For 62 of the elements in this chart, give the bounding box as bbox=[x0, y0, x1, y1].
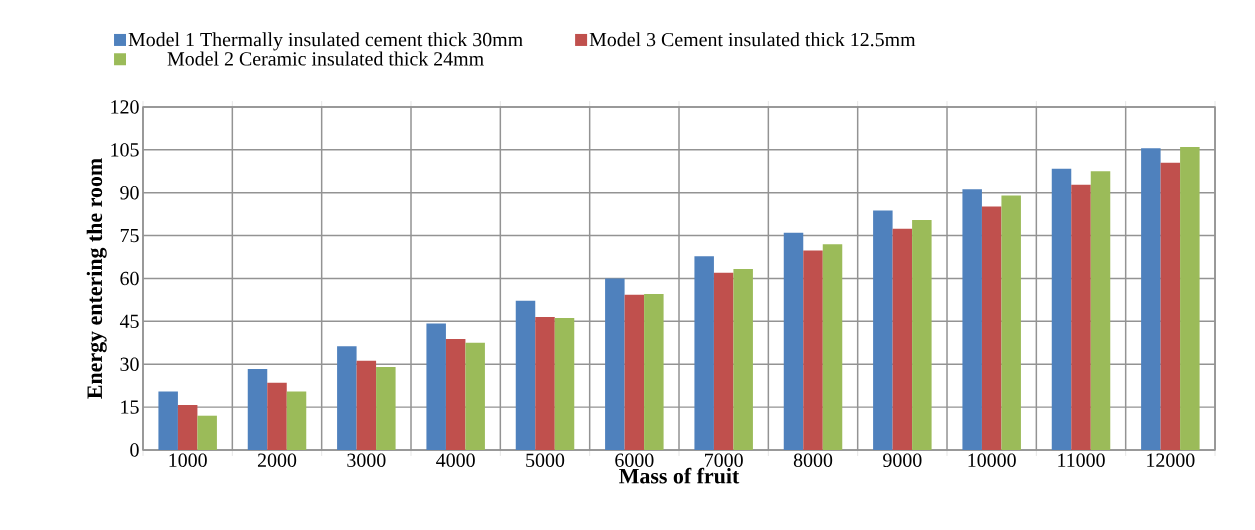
bar bbox=[445, 339, 466, 450]
bar bbox=[822, 244, 843, 450]
y-tick-label: 0 bbox=[130, 443, 139, 457]
bar bbox=[892, 228, 913, 450]
bar bbox=[267, 382, 287, 450]
bar bbox=[247, 369, 268, 450]
x-tick-label: 1000 bbox=[169, 453, 207, 467]
y-tick-label: 60 bbox=[120, 271, 139, 286]
bar bbox=[981, 206, 1002, 450]
x-tick-label: 6000 bbox=[615, 453, 654, 467]
legend-label: Model 1 Thermally insulated cement thick 30mm bbox=[128, 32, 523, 51]
bar bbox=[962, 189, 982, 450]
x-tick-label: 10000 bbox=[968, 453, 1016, 467]
y-axis-title: Energy entering the room bbox=[86, 158, 107, 399]
bar bbox=[177, 405, 198, 450]
bar bbox=[1160, 162, 1181, 450]
x-tick-label: 12000 bbox=[1147, 453, 1195, 467]
bar bbox=[733, 269, 753, 450]
bar bbox=[376, 367, 396, 450]
bar bbox=[624, 294, 645, 450]
bar bbox=[713, 272, 734, 450]
x-tick-label: 4000 bbox=[436, 453, 475, 467]
bar bbox=[644, 293, 664, 450]
legend-label: Model 3 Cement insulated thick 12.5mm bbox=[589, 32, 916, 47]
bar bbox=[286, 391, 307, 450]
bar bbox=[873, 210, 893, 450]
y-tick-label: 30 bbox=[120, 357, 139, 371]
bar bbox=[197, 415, 217, 450]
y-tick-label: 105 bbox=[111, 143, 139, 157]
x-tick-label: 9000 bbox=[883, 453, 922, 467]
bar bbox=[694, 256, 714, 450]
y-tick-label: 15 bbox=[121, 400, 139, 414]
y-tick-label: 120 bbox=[111, 100, 139, 114]
bar bbox=[515, 300, 536, 450]
legend-label: Model 2 Ceramic insulated thick 24mm bbox=[167, 51, 484, 66]
bar bbox=[465, 342, 485, 450]
bar bbox=[158, 391, 178, 450]
bar bbox=[1071, 184, 1091, 450]
bar bbox=[1090, 171, 1111, 450]
y-tick-label: 45 bbox=[119, 314, 139, 329]
x-tick-label: 3000 bbox=[347, 453, 386, 467]
bar bbox=[912, 219, 932, 450]
bar bbox=[426, 323, 446, 450]
x-tick-label: 2000 bbox=[257, 453, 297, 467]
bar bbox=[803, 250, 823, 450]
x-tick-label: 11000 bbox=[1058, 453, 1105, 467]
y-tick-label: 90 bbox=[120, 186, 139, 200]
bar bbox=[783, 232, 804, 450]
x-tick-label: 5000 bbox=[526, 453, 565, 467]
bar bbox=[1141, 148, 1161, 450]
bar bbox=[535, 317, 555, 450]
bar bbox=[554, 317, 575, 450]
x-axis-title: Mass of fruit bbox=[619, 467, 740, 484]
bar bbox=[1180, 147, 1200, 450]
x-tick-label: 7000 bbox=[705, 453, 743, 467]
bar bbox=[1051, 168, 1072, 450]
bar bbox=[1001, 195, 1021, 450]
bar bbox=[605, 278, 625, 450]
bar bbox=[337, 346, 357, 450]
bar bbox=[356, 360, 377, 450]
y-tick-label: 75 bbox=[120, 229, 139, 243]
x-tick-label: 8000 bbox=[793, 453, 833, 467]
